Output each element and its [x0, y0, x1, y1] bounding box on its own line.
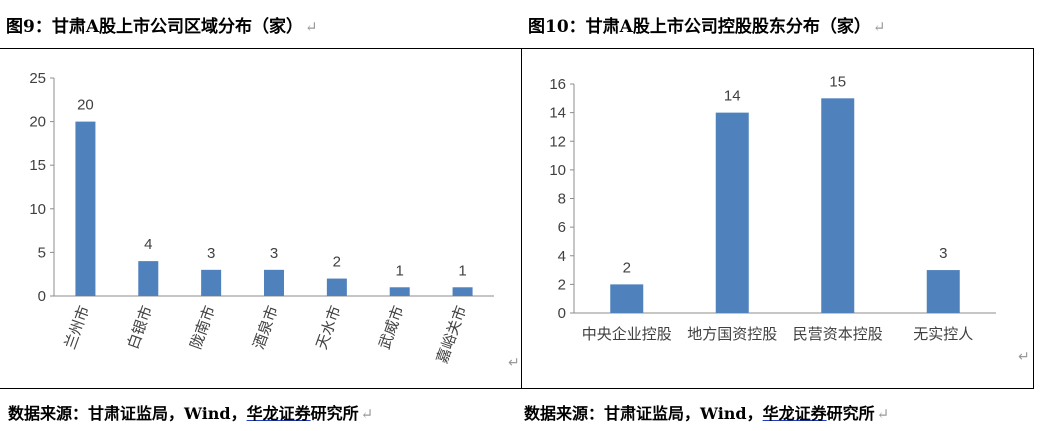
- y-tick-label: 10: [29, 201, 46, 218]
- y-tick-label: 0: [558, 305, 566, 322]
- source-underlined: 华龙证券: [762, 404, 827, 423]
- x-tick-label: 地方国资控股: [687, 326, 777, 343]
- x-tick-label: 嘉峪关市: [434, 304, 471, 366]
- source-suffix: 研究所: [310, 404, 359, 423]
- x-tick-label: 白银市: [125, 304, 156, 352]
- data-label: 3: [207, 245, 215, 262]
- y-tick-label: 10: [549, 162, 566, 179]
- source-note-right: 数据来源：甘肃证监局，Wind，华龙证券研究所 ↵: [524, 400, 889, 424]
- data-label: 2: [333, 254, 341, 271]
- y-tick-label: 15: [29, 157, 46, 174]
- return-mark-icon: ↵: [360, 405, 374, 423]
- y-tick-label: 16: [549, 76, 566, 93]
- x-tick-label: 武威市: [376, 304, 407, 352]
- source-note-left: 数据来源：甘肃证监局，Wind，华龙证券研究所 ↵: [8, 400, 373, 424]
- bar: [926, 270, 960, 313]
- bar: [326, 278, 347, 296]
- y-tick-label: 4: [558, 248, 566, 265]
- bar: [264, 269, 284, 296]
- y-tick-label: 8: [558, 191, 566, 208]
- x-tick-label: 无实控人: [913, 326, 973, 343]
- bar: [610, 284, 644, 313]
- x-tick-label: 陇南市: [188, 304, 219, 352]
- chart-controlling-shareholder: 0 2 4 6 8 10 12 14 16 2 中央企业控股 14 地方国资控股 15 民营资本控股 3 无实控…: [549, 73, 996, 343]
- bar: [75, 121, 96, 296]
- source-prefix: 数据来源：甘肃证监局，Wind，: [524, 404, 763, 423]
- data-label: 3: [270, 245, 278, 262]
- bar: [138, 261, 159, 296]
- y-tick-label: 12: [549, 133, 566, 150]
- data-label: 3: [939, 245, 947, 262]
- y-tick-label: 5: [38, 244, 46, 261]
- x-tick-label: 酒泉市: [250, 304, 281, 352]
- x-tick-label: 民营资本控股: [793, 326, 883, 343]
- return-mark-icon: ↵: [305, 18, 318, 36]
- data-label: 2: [623, 259, 631, 276]
- bar: [389, 287, 410, 296]
- bar: [821, 98, 855, 313]
- return-mark-icon: ↵: [876, 405, 890, 423]
- table-bottom-border: [0, 388, 1034, 389]
- x-tick-label: 中央企业控股: [582, 325, 672, 343]
- source-underlined: 华龙证券: [246, 404, 311, 423]
- y-tick-label: 0: [38, 288, 46, 305]
- data-label: 20: [77, 97, 94, 114]
- figure-title-right-text: 图10：甘肃A股上市公司控股股东分布（家）: [528, 17, 871, 37]
- table-column-divider: [521, 48, 522, 388]
- data-label: 15: [829, 73, 846, 90]
- y-tick-label: 25: [29, 70, 46, 87]
- bar: [452, 287, 473, 296]
- figure-title-left-text: 图9：甘肃A股上市公司区域分布（家）: [6, 17, 304, 37]
- source-suffix: 研究所: [826, 404, 875, 423]
- x-tick-label: 兰州市: [62, 304, 93, 352]
- return-mark-icon: ↵: [872, 18, 886, 36]
- table-right-border: [1033, 48, 1034, 388]
- data-label: 1: [396, 262, 404, 279]
- source-prefix: 数据来源：甘肃证监局，Wind，: [8, 404, 247, 423]
- figure-title-left: 图9：甘肃A股上市公司区域分布（家） ↵: [6, 12, 318, 37]
- y-tick-label: 2: [558, 276, 566, 293]
- figure-title-right: 图10：甘肃A股上市公司控股股东分布（家） ↵: [528, 12, 885, 37]
- bar: [715, 112, 749, 313]
- return-mark-icon: ↵: [1018, 349, 1030, 365]
- data-label: 1: [458, 262, 466, 279]
- chart-region-distribution: 0 5 10 15 20 25 20 兰州市 4 白银市 3 陇南市 3 酒泉市 2 天水市 1 武威市 1 嘉峪关市: [29, 70, 494, 366]
- return-mark-icon: ↵: [508, 355, 520, 371]
- table-top-border: [0, 48, 1034, 49]
- y-tick-label: 14: [549, 105, 566, 122]
- y-tick-label: 20: [29, 114, 46, 131]
- data-label: 4: [144, 236, 152, 253]
- y-tick-label: 6: [558, 219, 566, 236]
- data-label: 14: [724, 88, 741, 105]
- x-tick-label: 天水市: [313, 304, 344, 352]
- bar: [201, 269, 222, 296]
